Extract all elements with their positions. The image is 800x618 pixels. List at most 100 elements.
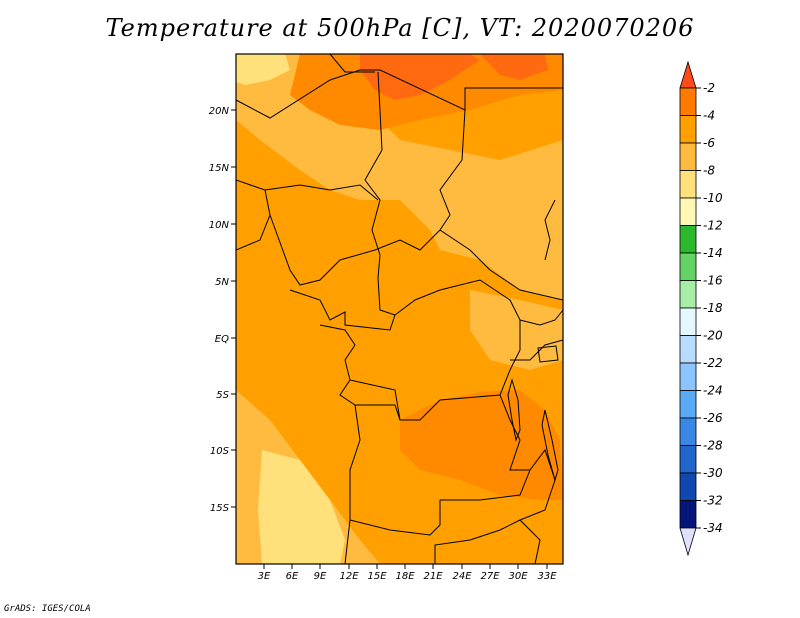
colorbar-tick: -14 xyxy=(696,246,723,260)
colorbar-swatch xyxy=(679,115,697,144)
grads-credit: GrADS: IGES/COLA xyxy=(4,604,91,614)
colorbar-swatch xyxy=(679,362,697,391)
colorbar-tick: -4 xyxy=(696,109,715,123)
colorbar-swatch xyxy=(679,500,697,529)
colorbar-tick: -34 xyxy=(696,521,723,535)
colorbar-label: -8 xyxy=(703,164,715,178)
lon-label: 18E xyxy=(395,571,415,582)
colorbar-tick: -30 xyxy=(696,466,723,480)
colorbar-label: -10 xyxy=(703,191,723,205)
lat-label: 15N xyxy=(209,163,230,174)
lon-tick: 18E xyxy=(395,564,415,582)
lat-label: EQ xyxy=(215,334,229,345)
lon-label: 27E xyxy=(480,571,500,582)
latitude-axis: 20N 15N 10N 5N EQ 5S 10S 15S xyxy=(209,106,236,514)
border-line xyxy=(329,54,375,73)
colorbar-swatch xyxy=(679,87,697,116)
lake-outline xyxy=(507,378,521,442)
lat-label: 15S xyxy=(210,503,230,514)
lake-outline xyxy=(541,409,559,482)
map-frame xyxy=(235,53,564,565)
lon-label: 3E xyxy=(258,571,271,582)
lon-label: 12E xyxy=(339,571,359,582)
colorbar-swatch xyxy=(679,445,697,474)
lon-tick: 30E xyxy=(508,564,528,582)
lon-tick: 15E xyxy=(367,564,387,582)
lat-tick: 20N xyxy=(209,106,236,117)
field-warmest-north xyxy=(360,54,480,100)
colorbar-tick: -24 xyxy=(696,384,723,398)
lon-tick: 27E xyxy=(480,564,500,582)
colorbar-label: -24 xyxy=(703,384,723,398)
colorbar-tick: -22 xyxy=(696,356,723,370)
border-line xyxy=(349,500,441,536)
colorbar-swatch xyxy=(679,390,697,419)
map-title: Temperature at 500hPa [C], VT: 202007020… xyxy=(105,14,695,42)
colorbar-tick: -20 xyxy=(696,329,723,343)
border-line xyxy=(499,394,530,471)
colorbar-label: -14 xyxy=(703,246,723,260)
colorbar-label: -4 xyxy=(703,109,715,123)
lon-label: 30E xyxy=(508,571,528,582)
field-cool-north xyxy=(236,54,563,300)
colorbar-label: -16 xyxy=(703,274,723,288)
lon-label: 6E xyxy=(286,571,299,582)
lat-tick: 15N xyxy=(209,163,236,174)
colorbar-label: -12 xyxy=(703,219,723,233)
lon-tick: 3E xyxy=(258,564,271,582)
colorbar-label: -6 xyxy=(703,136,715,150)
colorbar-swatch xyxy=(679,252,697,281)
colorbar-swatch xyxy=(679,335,697,364)
border-line xyxy=(519,309,563,326)
colorbar-swatch xyxy=(679,170,697,199)
lat-tick: 10N xyxy=(209,220,236,231)
lon-tick: 21E xyxy=(423,564,443,582)
border-line xyxy=(269,214,376,286)
colorbar-swatch xyxy=(679,142,697,171)
temperature-field xyxy=(236,54,563,564)
lon-label: 24E xyxy=(452,571,472,582)
colorbar-tick: -8 xyxy=(696,164,715,178)
border-line xyxy=(264,184,379,201)
colorbar-swatch xyxy=(679,60,697,89)
lon-tick: 9E xyxy=(314,564,327,582)
colorbar-label: -32 xyxy=(703,494,723,508)
colorbar-swatch xyxy=(679,472,697,501)
lat-label: 10N xyxy=(209,220,230,231)
border-line xyxy=(510,339,563,361)
border-line xyxy=(544,199,556,261)
colorbar-swatch xyxy=(679,417,697,446)
colorbar-label: -34 xyxy=(703,521,723,535)
colorbar-tick: -12 xyxy=(696,219,723,233)
colorbar: -2 -4 -6 -8 -10 -12 -14 -16 -18 -20 -22 … xyxy=(679,60,723,557)
colorbar-tick: -6 xyxy=(696,136,715,150)
lon-label: 9E xyxy=(314,571,327,582)
colorbar-label: -28 xyxy=(703,439,723,453)
lake-outline xyxy=(537,345,559,363)
border-line xyxy=(374,229,441,251)
border-line xyxy=(344,404,361,564)
lon-label: 15E xyxy=(367,571,387,582)
lon-tick: 33E xyxy=(537,564,557,582)
lat-tick: EQ xyxy=(215,334,236,345)
border-line xyxy=(434,448,556,564)
lon-tick: 6E xyxy=(286,564,299,582)
border-line xyxy=(364,71,383,279)
border-line xyxy=(519,519,541,564)
lat-tick: 5N xyxy=(215,277,236,288)
border-line xyxy=(377,277,396,316)
field-warmest-northeast xyxy=(480,54,548,80)
colorbar-tick: -26 xyxy=(696,411,723,425)
colorbar-tick: -2 xyxy=(696,81,715,95)
border-line xyxy=(289,279,521,331)
lat-label: 5N xyxy=(215,277,229,288)
field-coolest-southwest xyxy=(258,450,345,564)
colorbar-tick: -28 xyxy=(696,439,723,453)
colorbar-swatch xyxy=(679,197,697,226)
field-coolest-northwest xyxy=(236,54,290,85)
lat-label: 20N xyxy=(209,106,230,117)
colorbar-label: -30 xyxy=(703,466,723,480)
colorbar-label: -20 xyxy=(703,329,723,343)
colorbar-label: -18 xyxy=(703,301,723,315)
longitude-axis: 3E 6E 9E 12E 15E 18E 21E 24E 27E 30E 33E xyxy=(258,564,557,582)
